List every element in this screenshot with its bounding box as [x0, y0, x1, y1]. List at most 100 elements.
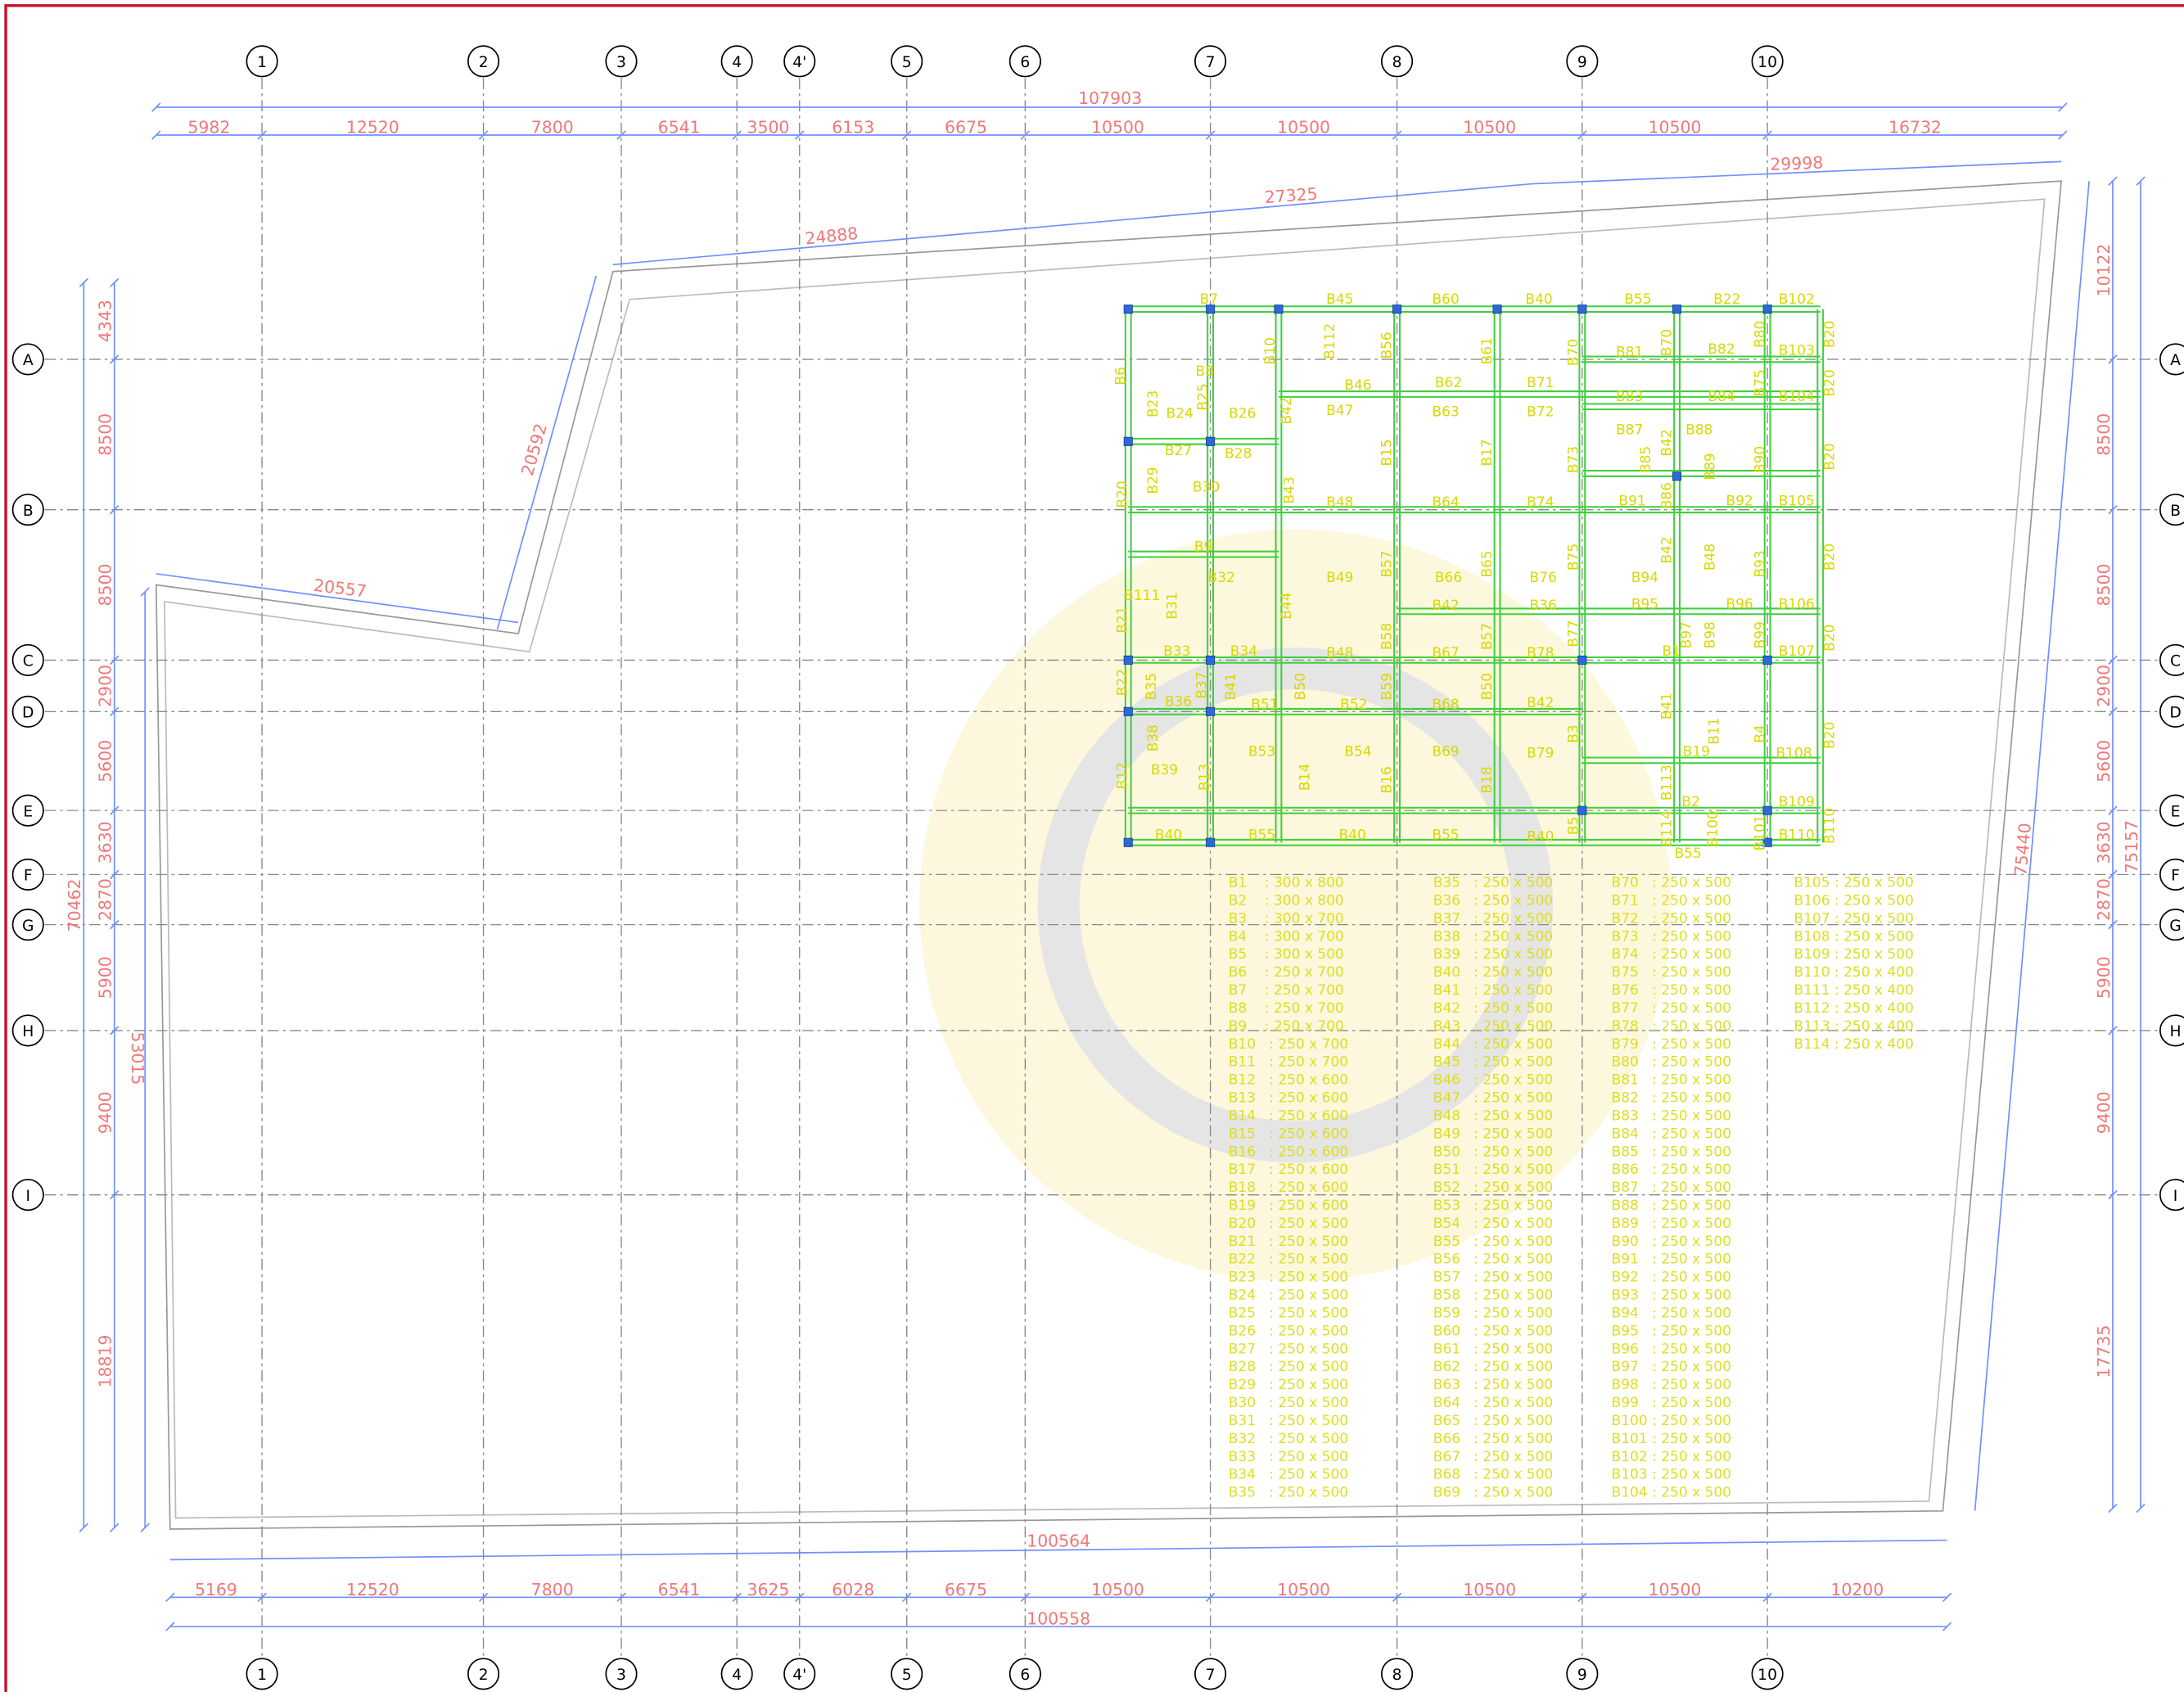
grid-bubble [11, 1179, 44, 1211]
beam-label: B81 [1616, 344, 1643, 360]
beam-label: B20 [1114, 481, 1130, 508]
grid-bubble [891, 1658, 923, 1690]
schedule-entry: B38 : 250 x 500 [1433, 928, 1553, 945]
dimension-line [1974, 181, 2090, 1511]
beam-label: B70 [1566, 339, 1582, 366]
column [1762, 837, 1772, 847]
schedule-entry: B103 : 250 x 500 [1612, 1467, 1731, 1483]
schedule-entry: B100 : 250 x 500 [1612, 1413, 1731, 1429]
beam-label: B40 [1155, 828, 1182, 844]
beam-label: B100 [1705, 810, 1721, 846]
schedule-entry: B104 : 250 x 500 [1612, 1485, 1731, 1501]
grid-label: 5 [902, 54, 912, 71]
beam-label: B75 [1753, 369, 1769, 396]
schedule-entry: B5 : 300 x 500 [1229, 946, 1344, 963]
schedule-entry: B94 : 250 x 500 [1612, 1305, 1731, 1321]
schedule-entry: B76 : 250 x 500 [1612, 982, 1731, 999]
schedule-entry: B99 : 250 x 500 [1612, 1395, 1731, 1411]
schedule-entry: B91 : 250 x 500 [1612, 1252, 1731, 1268]
beam-label: B23 [1145, 390, 1162, 417]
grid-label: C [23, 653, 34, 670]
schedule-entry: B23 : 250 x 500 [1229, 1270, 1348, 1286]
dimension-line [169, 1539, 1947, 1561]
beam-label: B16 [1379, 766, 1396, 793]
schedule-entry: B10 : 250 x 700 [1229, 1036, 1348, 1053]
schedule-entry: B7 : 250 x 700 [1229, 982, 1344, 999]
beam-label: B48 [1326, 494, 1353, 511]
grid-bubble [11, 1014, 44, 1047]
schedule-entry: B31 : 250 x 500 [1229, 1413, 1348, 1429]
dimension-text: 6028 [832, 1580, 874, 1600]
dimension-text: 8500 [2094, 413, 2114, 456]
schedule-entry: B107 : 250 x 500 [1794, 910, 1913, 927]
schedule-entry: B48 : 250 x 500 [1433, 1108, 1553, 1124]
schedule-entry: B106 : 250 x 500 [1794, 892, 1913, 909]
beam-label: B13 [1197, 764, 1213, 791]
grid-bubble [246, 1658, 278, 1690]
column [1206, 706, 1216, 716]
grid-bubble [1566, 45, 1599, 78]
column [1577, 655, 1587, 665]
beam-label: B110 [1779, 828, 1815, 844]
schedule-entry: B85 : 250 x 500 [1612, 1144, 1731, 1160]
beam-label: B3 [1566, 724, 1582, 742]
grid-bubble [605, 45, 638, 78]
grid-label: 1 [257, 54, 267, 71]
dimension-tick [110, 1189, 120, 1200]
grid-bubble [1194, 1658, 1227, 1690]
dimension-text: 5900 [96, 956, 115, 999]
grid-bubble [1751, 1658, 1784, 1690]
dimension-text: 6675 [945, 118, 987, 138]
dimension-text: 10122 [2094, 244, 2114, 297]
dimension-text: 7800 [531, 1580, 574, 1600]
column [1762, 305, 1772, 314]
grid-label: 4' [792, 54, 806, 71]
dimension-text: 100558 [1027, 1609, 1090, 1629]
beam-label: B25 [1195, 383, 1212, 410]
beam-label: B49 [1326, 570, 1353, 586]
dimension-text: 20557 [313, 575, 368, 602]
beam-label: B108 [1776, 745, 1812, 761]
beam-label: B17 [1479, 439, 1496, 466]
beam-label: B113 [1659, 765, 1676, 801]
dimension-text: 10500 [1649, 118, 1702, 138]
dimension-tick [79, 1523, 89, 1532]
dimension-tick [1392, 1592, 1402, 1603]
schedule-entry: B35 : 250 x 500 [1433, 875, 1553, 891]
beam-label: B92 [1726, 493, 1753, 509]
schedule-entry: B25 : 250 x 500 [1229, 1305, 1348, 1321]
schedule-entry: B40 : 250 x 500 [1433, 964, 1553, 981]
dimension-text: 10500 [1649, 1580, 1702, 1600]
beam-label: B2 [1681, 794, 1699, 810]
grid-bubble [11, 858, 44, 891]
beam-label: B97 [1678, 621, 1694, 648]
schedule-entry: B88 : 250 x 500 [1612, 1198, 1731, 1214]
schedule-entry: B35 : 250 x 500 [1229, 1485, 1348, 1501]
beam-label: B20 [1822, 443, 1839, 470]
beam-label: B20 [1822, 722, 1839, 749]
grid-label: G [2169, 918, 2182, 935]
beam-label: B34 [1230, 643, 1257, 660]
beam-label: B9 [1194, 539, 1212, 556]
schedule-entry: B74 : 250 x 500 [1612, 946, 1731, 963]
column [1123, 706, 1133, 716]
dimension-line [612, 160, 2062, 266]
schedule-entry: B80 : 250 x 500 [1612, 1054, 1731, 1071]
grid-label: E [23, 803, 33, 820]
beam-label: B51 [1251, 697, 1278, 713]
dimension-text: 8500 [96, 564, 115, 607]
grid-bubble [467, 1658, 500, 1690]
schedule-entry: B108 : 250 x 500 [1794, 928, 1913, 945]
schedule-entry: B83 : 250 x 500 [1612, 1108, 1731, 1124]
beam-label: B10 [1262, 337, 1279, 364]
schedule-entry: B13 : 250 x 600 [1229, 1090, 1348, 1107]
dimension-tick [1020, 1592, 1031, 1603]
grid-bubble [2159, 494, 2184, 526]
grid-label: B [23, 503, 34, 520]
beam-label: B45 [1326, 291, 1353, 308]
schedule-entry: B3 : 300 x 700 [1229, 910, 1344, 927]
dimension-text: 17735 [2094, 1325, 2114, 1378]
column [1123, 837, 1133, 847]
beam-label: B4 [1753, 724, 1769, 742]
dimension-tick [2136, 1503, 2146, 1514]
